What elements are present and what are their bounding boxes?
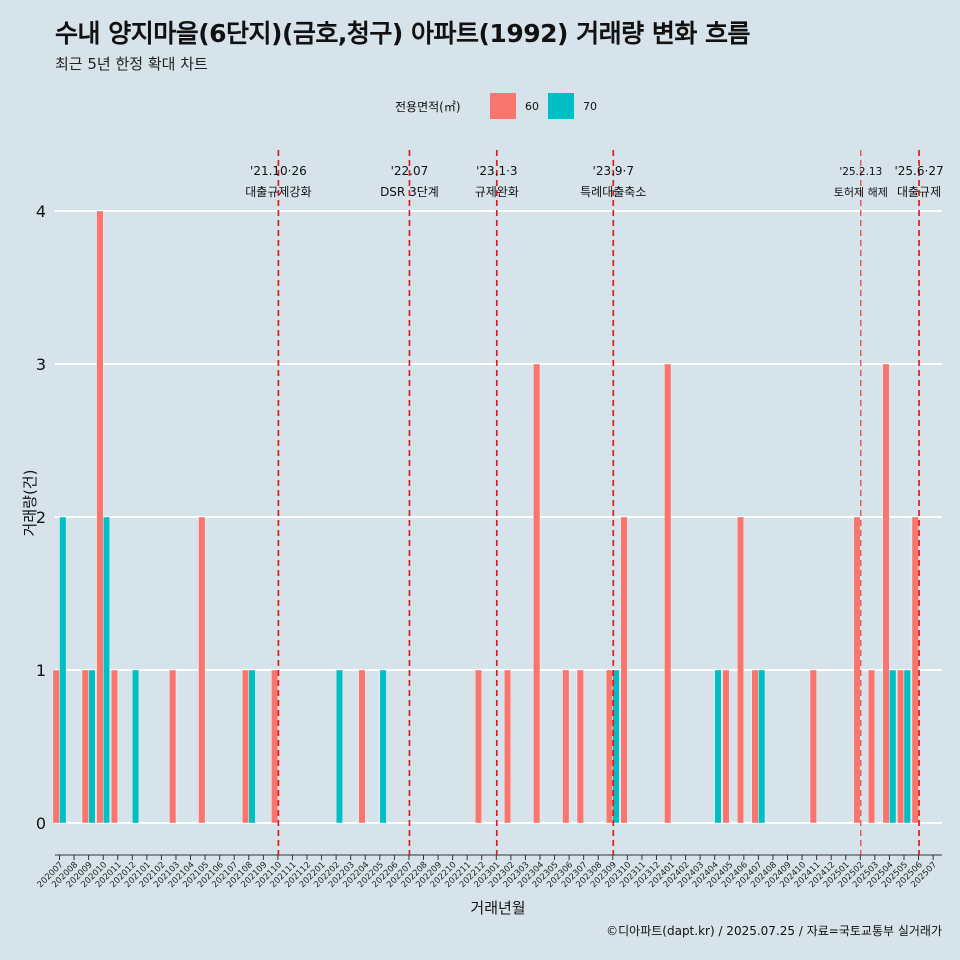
bar-60-202304	[533, 363, 541, 824]
y-tick-label: 2	[36, 508, 46, 527]
bar-60-202010	[96, 210, 104, 824]
bar-70-202108	[248, 669, 256, 824]
bar-60-202502	[853, 516, 861, 824]
legend-label-70: 70	[583, 100, 597, 113]
bar-60-202405	[722, 669, 730, 824]
bar-70-202010	[102, 516, 110, 824]
bar-70-202007	[59, 516, 67, 824]
event-label-202301: 규제완화	[475, 185, 519, 199]
bar-60-202505	[897, 669, 905, 824]
bar-60-202108	[241, 669, 249, 824]
bar-60-202407	[751, 669, 759, 824]
event-label-202309: 특례대출축소	[580, 185, 646, 199]
event-label-202207: DSR 3단계	[380, 185, 439, 199]
bar-60-202204	[358, 669, 366, 824]
bar-60-202406	[737, 516, 745, 824]
event-label-202506: 대출규제	[897, 185, 941, 199]
source-caption: ©디아파트(dapt.kr) / 2025.07.25 / 자료=국토교통부 실…	[606, 924, 942, 938]
bar-70-202505	[903, 669, 911, 824]
bar-60-202411	[809, 669, 817, 824]
bar-70-202202	[335, 669, 343, 824]
bar-70-202205	[379, 669, 387, 824]
event-date-202301: '23.1·3	[476, 164, 517, 178]
bar-60-202506	[911, 516, 919, 824]
bar-60-202306	[562, 669, 570, 824]
legend-key-70	[548, 93, 574, 119]
bar-60-202212	[474, 669, 482, 824]
bar-70-202009	[88, 669, 96, 824]
chart-subtitle: 최근 5년 한정 확대 차트	[55, 55, 208, 73]
y-tick-label: 0	[36, 814, 46, 833]
event-date-202502: '25.2.13	[839, 166, 882, 178]
y-tick-label: 1	[36, 661, 46, 680]
bar-60-202307	[576, 669, 584, 824]
bar-60-202401	[664, 363, 672, 824]
legend-label-60: 60	[525, 100, 539, 113]
y-axis-title: 거래량(건)	[21, 470, 39, 537]
bar-60-202103	[169, 669, 177, 824]
event-date-202309: '23.9·7	[593, 164, 634, 178]
bar-70-202012	[132, 669, 140, 824]
x-axis-title: 거래년월	[470, 899, 525, 917]
bar-60-202504	[882, 363, 890, 824]
bar-70-202309	[612, 669, 620, 824]
event-label-202502: 토허제 해제	[834, 185, 888, 199]
bar-60-202110	[271, 669, 279, 824]
y-tick-label: 3	[36, 355, 46, 374]
bar-70-202504	[889, 669, 897, 824]
bar-60-202009	[81, 669, 89, 824]
bar-70-202407	[758, 669, 766, 824]
bar-60-202011	[110, 669, 118, 824]
bar-60-202007	[52, 669, 60, 824]
bar-60-202503	[868, 669, 876, 824]
bar-70-202404	[714, 669, 722, 824]
event-date-202506: '25.6·27	[894, 164, 943, 178]
event-date-202110: '21.10·26	[250, 164, 307, 178]
legend-title: 전용면적(㎡)	[395, 100, 461, 114]
bar-60-202310	[620, 516, 628, 824]
legend-key-60	[490, 93, 516, 119]
chart-title: 수내 양지마을(6단지)(금호,청구) 아파트(1992) 거래량 변화 흐름	[55, 19, 751, 48]
y-tick-label: 4	[36, 202, 46, 221]
event-label-202110: 대출규제강화	[245, 185, 311, 199]
legend: 전용면적(㎡) 60 70	[0, 92, 960, 122]
bar-60-202105	[198, 516, 206, 824]
event-date-202207: '22.07	[391, 164, 429, 178]
bar-60-202309	[605, 669, 613, 824]
bar-60-202302	[504, 669, 512, 824]
